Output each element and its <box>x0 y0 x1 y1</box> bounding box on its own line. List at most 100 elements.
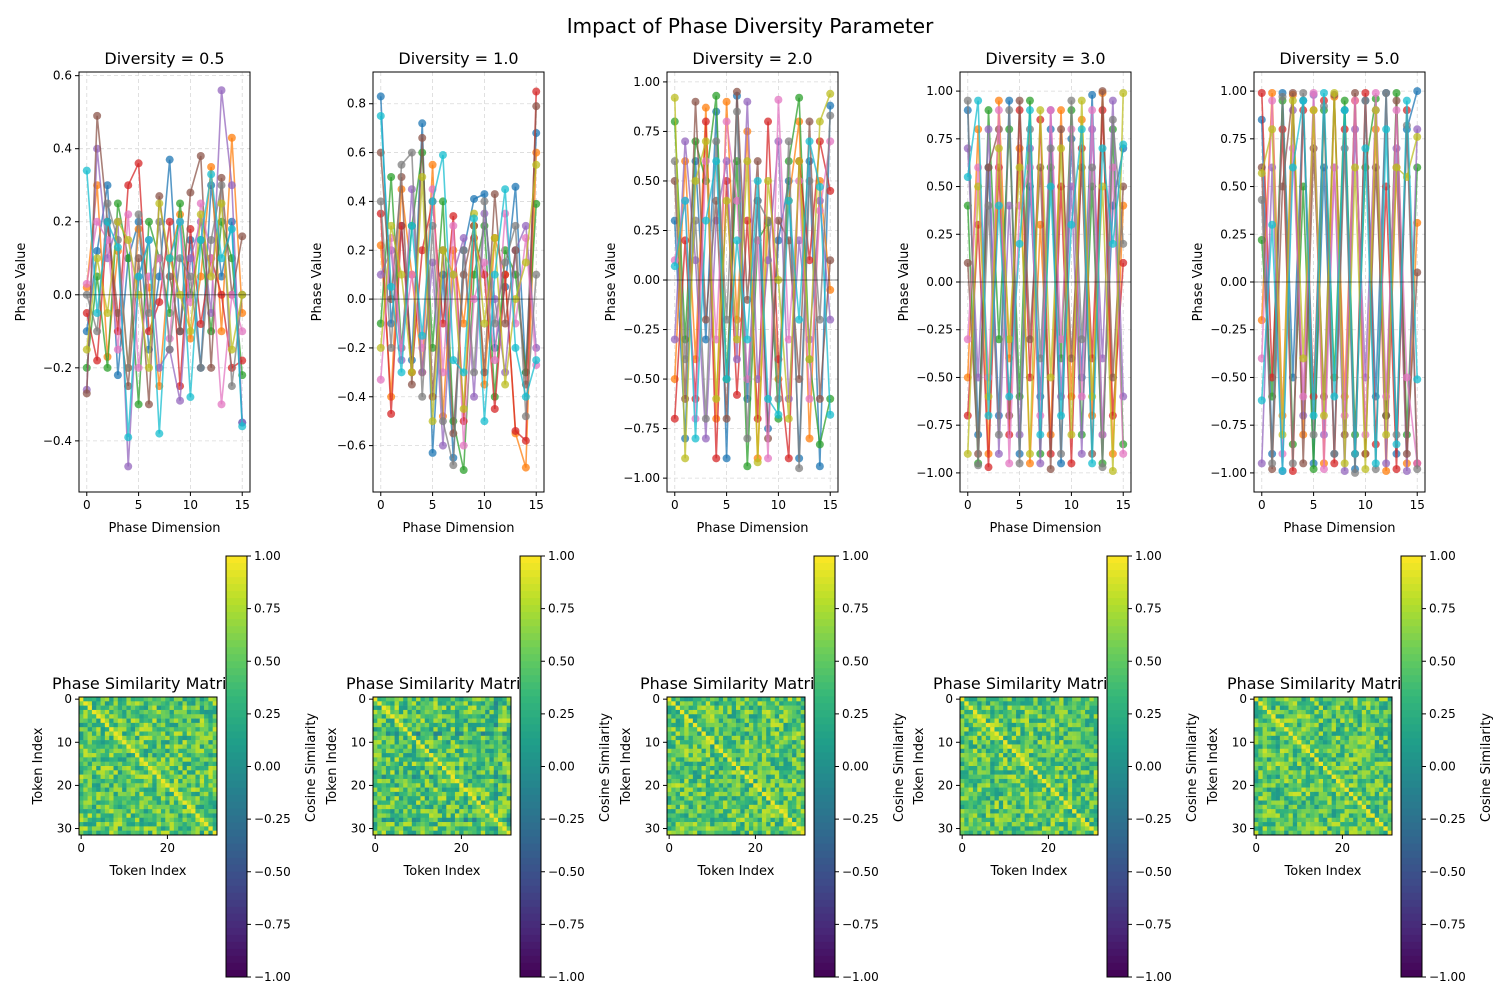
heatmap-cell <box>407 817 413 823</box>
heatmap-cell <box>398 748 404 754</box>
heatmap-cell <box>143 744 149 750</box>
heatmap-cell <box>675 787 681 793</box>
colorbar-segment <box>520 710 541 718</box>
heatmap-cell <box>800 791 806 797</box>
colorbar-segment <box>226 962 247 971</box>
heatmap-cell <box>1003 748 1008 754</box>
heatmap-cell <box>373 744 378 750</box>
colorbar-segment <box>226 885 247 894</box>
heatmap-cell <box>390 744 395 750</box>
heatmap-cell <box>139 761 144 767</box>
heatmap-cell <box>800 718 806 724</box>
heatmap-cell <box>787 822 793 827</box>
heatmap-cell <box>186 740 192 745</box>
heatmap-cell <box>173 809 179 814</box>
heatmap-cell <box>442 770 447 775</box>
heatmap-cell <box>757 826 763 831</box>
colorbar-segment <box>226 801 247 809</box>
heatmap-cell <box>1080 735 1086 741</box>
heatmap-cell <box>692 770 698 775</box>
heatmap-cell <box>139 731 144 737</box>
heatmap-cell <box>766 787 771 793</box>
heatmap-cell <box>416 735 421 741</box>
heatmap-cell <box>429 800 434 806</box>
heatmap-cell <box>152 705 157 711</box>
x-tick-label: 5 <box>1016 498 1024 512</box>
heatmap-cell <box>96 817 101 823</box>
heatmap-cell <box>748 826 754 831</box>
data-point <box>470 214 479 223</box>
heatmap-cell <box>1046 753 1051 758</box>
data-point <box>1382 430 1391 439</box>
colorbar-segment <box>814 829 835 838</box>
y-tick-label: 0.50 <box>633 174 660 188</box>
heatmap-cell <box>723 804 728 810</box>
heatmap-cell <box>442 809 447 814</box>
data-point <box>490 404 499 413</box>
heatmap-cell <box>472 770 477 775</box>
colorbar-segment <box>226 927 247 936</box>
heatmap-cell <box>968 770 974 775</box>
heatmap-cell <box>407 722 413 728</box>
heatmap-cell <box>385 709 391 715</box>
heatmap-cell <box>420 822 426 827</box>
data-point <box>1330 89 1339 97</box>
heatmap-cell <box>480 718 486 724</box>
heatmap-cell <box>407 783 413 788</box>
series-line <box>379 115 537 422</box>
colorbar-segment <box>520 892 541 901</box>
heatmap-cell <box>152 718 157 724</box>
heatmap-cell <box>710 761 715 767</box>
heatmap-cell <box>977 744 982 750</box>
heatmap-cell <box>139 735 144 741</box>
data-point <box>1330 459 1339 468</box>
heatmap-cell <box>204 709 209 715</box>
heatmap-cell <box>79 813 84 819</box>
heatmap-cell <box>416 727 421 732</box>
heatmap-cell <box>684 744 689 750</box>
heatmap-cell <box>710 740 715 745</box>
data-point <box>387 343 396 352</box>
heatmap-cell <box>186 783 192 788</box>
heatmap-cell <box>152 761 157 767</box>
heatmap-cell <box>143 709 149 715</box>
heatmap-cell <box>135 701 140 706</box>
heatmap-cell <box>1085 718 1090 724</box>
heatmap-cell <box>757 718 763 724</box>
heatmap-cell <box>91 731 97 737</box>
heatmap-cell <box>208 740 213 745</box>
heatmap-cell <box>714 761 720 767</box>
x-axis-label: Token Index <box>403 864 481 879</box>
heatmap-cell <box>91 813 97 819</box>
colorbar-segment <box>226 843 247 852</box>
heatmap-cell <box>766 804 771 810</box>
heatmap-cell <box>998 761 1004 767</box>
heatmap-cell <box>212 796 218 801</box>
heatmap-cell <box>135 753 140 758</box>
heatmap-cell <box>697 787 702 793</box>
data-point <box>521 436 530 445</box>
heatmap-cell <box>1029 701 1034 706</box>
heatmap-cell <box>143 735 149 741</box>
colorbar-segment <box>520 969 541 978</box>
heatmap-cell <box>1033 697 1038 702</box>
heatmap-cell <box>454 804 460 810</box>
data-point <box>93 309 102 318</box>
y-tick-label: 0.00 <box>926 275 953 289</box>
heatmap-cell <box>429 774 434 780</box>
heatmap-cell <box>994 735 1000 741</box>
heatmap-cell <box>126 727 132 732</box>
heatmap-cell <box>113 783 119 788</box>
heatmap-cell <box>714 701 720 706</box>
colorbar-segment <box>814 661 835 669</box>
heatmap-cell <box>502 735 507 741</box>
heatmap-cell <box>480 761 486 767</box>
heatmap-cell <box>195 778 201 784</box>
data-point <box>490 234 499 243</box>
heatmap-cell <box>985 753 991 758</box>
colorbar-segment <box>814 955 835 964</box>
heatmap-cell <box>731 800 737 806</box>
heatmap-cell <box>165 796 170 801</box>
heatmap-cell <box>169 826 175 831</box>
heatmap-cell <box>731 783 737 788</box>
